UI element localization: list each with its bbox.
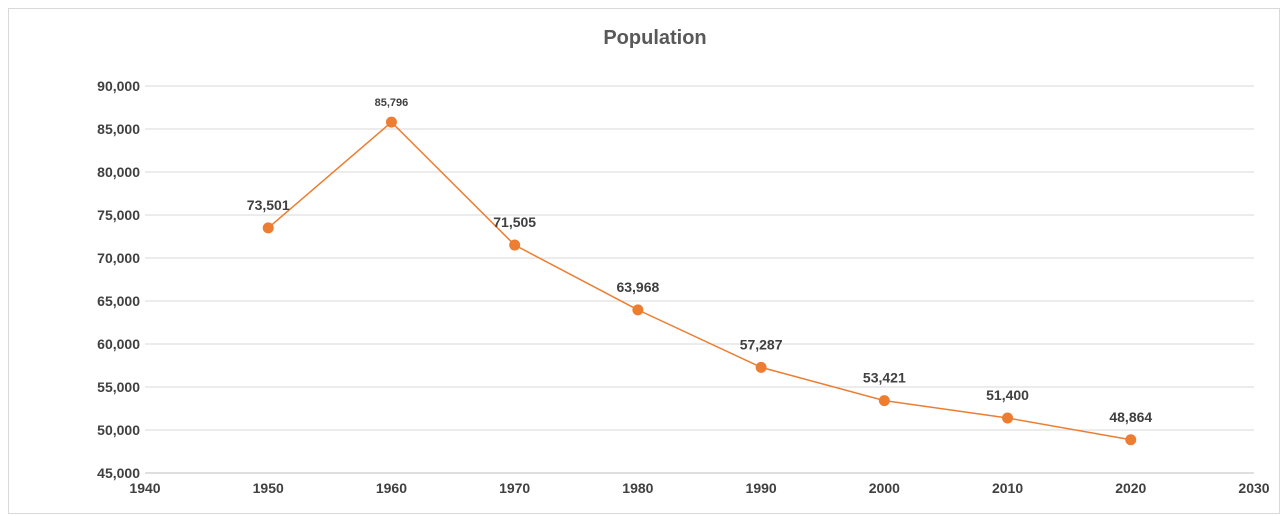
x-tick-label: 1970 [499, 480, 530, 496]
y-tick-label: 45,000 [97, 465, 140, 481]
data-point [879, 395, 890, 406]
data-label: 63,968 [616, 279, 659, 295]
data-point [509, 240, 520, 251]
y-tick-label: 75,000 [97, 207, 140, 223]
y-tick-label: 50,000 [97, 422, 140, 438]
data-point [386, 117, 397, 128]
data-label: 51,400 [986, 387, 1029, 403]
gridlines [145, 86, 1254, 430]
y-axis-ticks: 45,000 50,000 55,000 60,000 65,000 70,000 75,0… [97, 78, 140, 481]
x-tick-label: 1960 [376, 480, 407, 496]
x-tick-label: 1950 [253, 480, 284, 496]
y-tick-label: 90,000 [97, 78, 140, 94]
data-label: 85,796 [375, 97, 409, 109]
x-tick-label: 2010 [992, 480, 1023, 496]
data-label: 71,505 [493, 214, 536, 230]
data-labels: 73,501 85,796 71,505 63,968 57,287 53,421 51,4… [247, 97, 1153, 425]
data-point [756, 362, 767, 373]
x-tick-label: 2030 [1238, 480, 1269, 496]
x-tick-label: 1980 [622, 480, 653, 496]
x-tick-label: 1990 [746, 480, 777, 496]
data-label: 57,287 [740, 336, 783, 352]
y-tick-label: 55,000 [97, 379, 140, 395]
y-tick-label: 80,000 [97, 164, 140, 180]
chart-title: Population [603, 27, 706, 49]
x-tick-label: 2000 [869, 480, 900, 496]
data-point [1002, 412, 1013, 423]
y-tick-label: 70,000 [97, 250, 140, 266]
data-point [1125, 434, 1136, 445]
data-point [632, 304, 643, 315]
data-point [263, 222, 274, 233]
x-axis-ticks: 1940 1950 1960 1970 1980 1990 2000 2010 2020 2030 [129, 480, 1269, 496]
y-tick-label: 65,000 [97, 293, 140, 309]
data-label: 53,421 [863, 370, 906, 386]
x-tick-label: 1940 [129, 480, 160, 496]
data-label: 73,501 [247, 197, 290, 213]
x-tick-label: 2020 [1115, 480, 1146, 496]
y-tick-label: 85,000 [97, 121, 140, 137]
data-label: 48,864 [1109, 409, 1152, 425]
y-tick-label: 60,000 [97, 336, 140, 352]
